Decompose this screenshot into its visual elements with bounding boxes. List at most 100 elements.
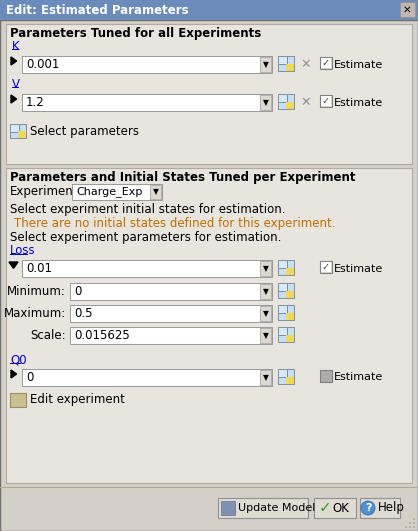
Bar [72, 184, 162, 200]
Bar [286, 376, 294, 384]
Bar [400, 2, 415, 17]
Bar [260, 284, 271, 299]
Bar [22, 94, 272, 111]
Bar [260, 95, 271, 110]
Circle shape [413, 526, 415, 528]
Bar [70, 327, 272, 344]
Bar [218, 498, 308, 518]
Bar [279, 261, 287, 269]
Bar [286, 64, 294, 71]
Text: Estimate: Estimate [334, 263, 383, 273]
Text: V: V [12, 78, 20, 90]
Bar [279, 306, 287, 313]
Text: ✓: ✓ [322, 96, 330, 106]
Bar [70, 305, 272, 322]
Text: Edit experiment: Edit experiment [30, 393, 125, 407]
Text: Parameters Tuned for all Experiments: Parameters Tuned for all Experiments [10, 28, 261, 40]
Bar [278, 327, 294, 342]
Text: Minimum:: Minimum: [7, 285, 66, 298]
Bar [22, 260, 272, 277]
Text: ✕: ✕ [301, 58, 311, 71]
Text: 0.015625: 0.015625 [74, 329, 130, 342]
Bar [278, 56, 294, 71]
Bar [221, 501, 235, 515]
Text: ▼: ▼ [263, 264, 268, 273]
Text: Estimate: Estimate [334, 59, 383, 70]
Bar [278, 305, 294, 320]
Bar [360, 498, 400, 518]
Bar [278, 260, 294, 275]
Text: ✓: ✓ [319, 501, 332, 516]
Bar [260, 370, 271, 385]
Bar [278, 283, 294, 298]
Text: There are no initial states defined for this experiment.: There are no initial states defined for … [14, 217, 336, 229]
Text: Charge_Exp: Charge_Exp [76, 186, 143, 198]
Bar [6, 24, 412, 164]
Text: Maximum:: Maximum: [4, 307, 66, 320]
Bar [314, 498, 356, 518]
Text: 0: 0 [26, 371, 33, 384]
Polygon shape [11, 95, 17, 103]
Text: Select parameters: Select parameters [30, 124, 139, 138]
Circle shape [413, 518, 415, 520]
Bar [278, 283, 294, 298]
Bar [286, 335, 294, 342]
Text: Edit: Estimated Parameters: Edit: Estimated Parameters [6, 4, 189, 16]
Text: ✓: ✓ [322, 58, 330, 68]
Bar [10, 124, 26, 138]
Text: ▼: ▼ [263, 373, 268, 382]
Text: ▼: ▼ [263, 60, 268, 69]
Polygon shape [11, 57, 17, 65]
Text: Estimate: Estimate [334, 98, 383, 107]
Bar [286, 101, 294, 109]
Text: ▼: ▼ [153, 187, 158, 196]
Bar [0, 0, 418, 20]
Text: Select experiment parameters for estimation.: Select experiment parameters for estimat… [10, 232, 281, 244]
Text: 0: 0 [74, 285, 82, 298]
Bar [260, 261, 271, 276]
Bar [278, 369, 294, 384]
Bar [278, 369, 294, 384]
Bar [278, 260, 294, 275]
Bar [279, 95, 287, 102]
Bar [278, 94, 294, 109]
Bar [70, 283, 272, 300]
Text: Q0: Q0 [10, 354, 27, 366]
Bar [278, 56, 294, 71]
Text: Experiment:: Experiment: [10, 185, 82, 199]
Text: ✓: ✓ [322, 262, 330, 272]
Circle shape [405, 526, 407, 528]
Text: ▼: ▼ [263, 309, 268, 318]
Text: ▼: ▼ [263, 331, 268, 340]
Bar [150, 185, 161, 199]
Text: 0.5: 0.5 [74, 307, 92, 320]
Text: Parameters and Initial States Tuned per Experiment: Parameters and Initial States Tuned per … [10, 172, 355, 184]
Bar [321, 96, 331, 106]
Circle shape [413, 522, 415, 524]
Polygon shape [9, 262, 18, 268]
Bar [320, 370, 332, 382]
Text: 0.001: 0.001 [26, 58, 59, 71]
Circle shape [409, 526, 411, 528]
Text: ?: ? [365, 503, 371, 513]
Bar [278, 94, 294, 109]
Bar [321, 58, 331, 68]
Bar [18, 131, 25, 138]
Text: Loss: Loss [10, 244, 36, 258]
Polygon shape [11, 370, 17, 378]
Bar [22, 369, 272, 386]
Bar [279, 328, 287, 336]
Text: Update Model: Update Model [238, 503, 315, 513]
Bar [320, 261, 332, 273]
Text: Help: Help [378, 501, 405, 515]
Bar [279, 370, 287, 378]
Text: OK: OK [332, 501, 349, 515]
Text: 0.01: 0.01 [26, 262, 52, 275]
Bar [286, 290, 294, 298]
Bar [278, 327, 294, 342]
Text: 1.2: 1.2 [26, 96, 45, 109]
Text: Select experiment initial states for estimation.: Select experiment initial states for est… [10, 203, 285, 217]
Bar [286, 313, 294, 320]
Bar [260, 306, 271, 321]
Text: Scale:: Scale: [31, 329, 66, 342]
